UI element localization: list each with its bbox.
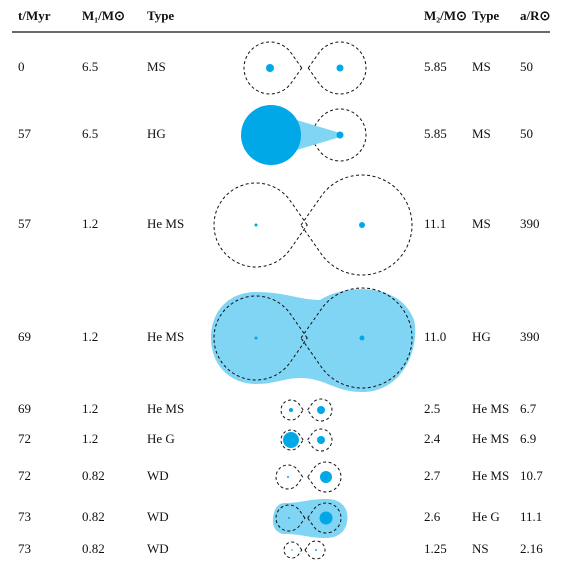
cell: He MS xyxy=(472,401,509,416)
star xyxy=(359,335,365,341)
cell: 1.2 xyxy=(82,216,98,231)
star xyxy=(254,223,258,227)
cell: 6.5 xyxy=(82,59,98,74)
roche-lobe xyxy=(300,287,413,389)
cell: He MS xyxy=(147,216,184,231)
cell: 5.85 xyxy=(424,59,447,74)
roche-lobe xyxy=(243,41,303,95)
cell: 5.85 xyxy=(424,126,447,141)
cell: 6.5 xyxy=(82,126,98,141)
roche-lobe xyxy=(304,540,326,560)
roche-lobe xyxy=(306,398,333,422)
star xyxy=(336,64,344,72)
cell: He MS xyxy=(472,431,509,446)
cell: He G xyxy=(472,509,500,524)
cell: 2.16 xyxy=(520,541,543,556)
cell: 10.7 xyxy=(520,468,543,483)
star xyxy=(336,131,344,139)
cell: 1.25 xyxy=(424,541,447,556)
roche-lobe xyxy=(283,541,303,559)
cell: 1.2 xyxy=(82,431,98,446)
cell: WD xyxy=(147,509,169,524)
star xyxy=(287,476,289,478)
cell: 11.0 xyxy=(424,329,446,344)
column-header: Type xyxy=(147,8,174,23)
binary-diagrams xyxy=(211,41,416,560)
cell: He MS xyxy=(147,329,184,344)
cell: 0 xyxy=(18,59,25,74)
roche-lobe xyxy=(307,108,367,162)
cell: He MS xyxy=(147,401,184,416)
cell: 6.7 xyxy=(520,401,537,416)
common-envelope xyxy=(211,289,416,392)
cell: 11.1 xyxy=(424,216,446,231)
cell: 390 xyxy=(520,216,540,231)
cell: 1.2 xyxy=(82,329,98,344)
cell: 0.82 xyxy=(82,468,105,483)
mass-stream xyxy=(290,118,340,152)
roche-lobe xyxy=(307,41,367,95)
cell: 50 xyxy=(520,59,533,74)
star xyxy=(320,471,332,483)
roche-lobe xyxy=(280,429,304,451)
column-header: M₂/M⊙ xyxy=(424,8,467,23)
star xyxy=(359,222,365,228)
column-header: M₁/M⊙ xyxy=(82,8,125,23)
cell: 2.7 xyxy=(424,468,441,483)
cell: 57 xyxy=(18,216,32,231)
star xyxy=(317,436,325,444)
star xyxy=(315,549,317,551)
cell: 69 xyxy=(18,329,31,344)
cell: WD xyxy=(147,468,169,483)
cell: 50 xyxy=(520,126,533,141)
roche-lobe xyxy=(300,174,413,276)
cell: 2.4 xyxy=(424,431,441,446)
cell: 390 xyxy=(520,329,540,344)
roche-lobe xyxy=(306,428,333,452)
cell: 2.6 xyxy=(424,509,441,524)
column-header: t/Myr xyxy=(18,8,51,23)
cell: MS xyxy=(147,59,166,74)
roche-lobe xyxy=(213,182,308,268)
common-envelope xyxy=(272,499,348,538)
cell: 11.1 xyxy=(520,509,542,524)
column-header: Type xyxy=(472,8,499,23)
star xyxy=(254,336,258,340)
star xyxy=(288,517,290,519)
cell: 69 xyxy=(18,401,31,416)
star xyxy=(241,105,301,165)
cell: 1.2 xyxy=(82,401,98,416)
star xyxy=(291,549,293,551)
cell: 6.9 xyxy=(520,431,536,446)
cell: MS xyxy=(472,59,491,74)
star xyxy=(283,432,299,448)
roche-lobe xyxy=(280,399,304,421)
cell: 72 xyxy=(18,468,31,483)
cell: 73 xyxy=(18,509,31,524)
star xyxy=(319,511,333,525)
cell: 2.5 xyxy=(424,401,440,416)
star xyxy=(289,408,293,412)
star xyxy=(266,64,274,72)
cell: MS xyxy=(472,126,491,141)
roche-lobe xyxy=(275,504,306,532)
cell: He G xyxy=(147,431,175,446)
cell: 73 xyxy=(18,541,31,556)
cell: He MS xyxy=(472,468,509,483)
cell: HG xyxy=(147,126,166,141)
roche-lobe xyxy=(213,295,308,381)
cell: WD xyxy=(147,541,169,556)
cell: 0.82 xyxy=(82,509,105,524)
cell: 72 xyxy=(18,431,31,446)
cell: 57 xyxy=(18,126,32,141)
star xyxy=(317,406,325,414)
column-header: a/R⊙ xyxy=(520,8,550,23)
roche-lobe xyxy=(275,464,304,490)
cell: HG xyxy=(472,329,491,344)
cell: 0.82 xyxy=(82,541,105,556)
cell: MS xyxy=(472,216,491,231)
cell: NS xyxy=(472,541,489,556)
